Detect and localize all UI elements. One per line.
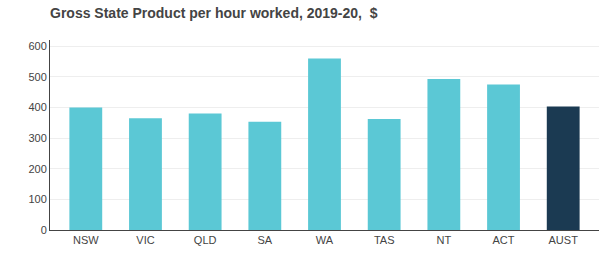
svg-text:400: 400 [28, 101, 46, 113]
svg-text:0: 0 [41, 224, 47, 236]
svg-text:200: 200 [28, 163, 46, 175]
svg-text:WA: WA [316, 234, 334, 246]
svg-text:SA: SA [257, 234, 272, 246]
svg-text:Gross State Product per hour w: Gross State Product per hour worked, 201… [50, 5, 378, 21]
svg-text:600: 600 [28, 40, 46, 52]
svg-text:NSW: NSW [73, 234, 99, 246]
svg-text:300: 300 [28, 132, 46, 144]
svg-text:100: 100 [28, 193, 46, 205]
svg-text:500: 500 [28, 71, 46, 83]
svg-text:ACT: ACT [493, 234, 515, 246]
svg-text:NT: NT [437, 234, 452, 246]
svg-text:VIC: VIC [136, 234, 154, 246]
svg-text:QLD: QLD [194, 234, 217, 246]
svg-text:TAS: TAS [374, 234, 395, 246]
svg-text:AUST: AUST [549, 234, 579, 246]
